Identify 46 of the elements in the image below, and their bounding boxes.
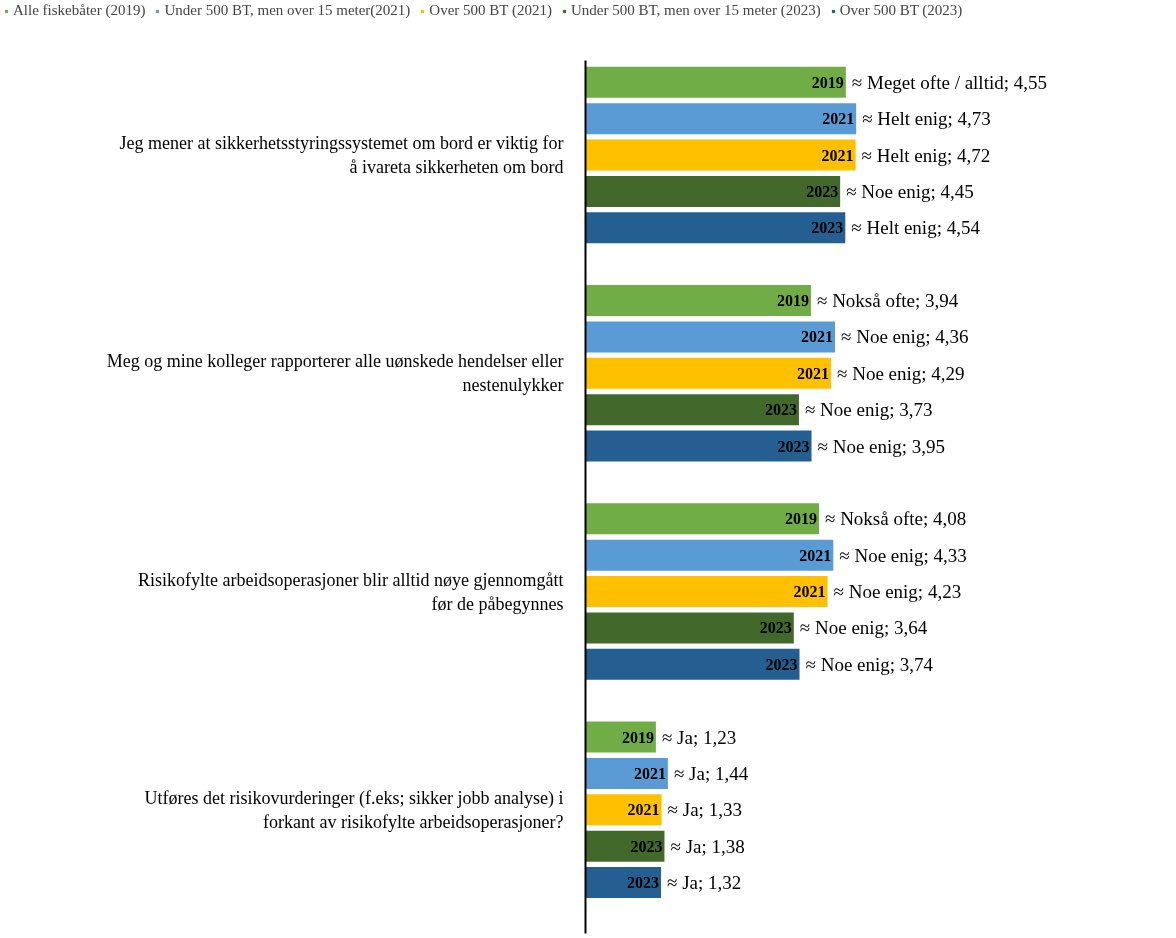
bar <box>585 648 800 680</box>
bar <box>585 321 835 353</box>
bar <box>585 757 668 789</box>
data-label: 2021 ≈ Noe enig; 4,29 <box>796 362 965 384</box>
data-label: 2019 ≈ Nokså ofte; 3,94 <box>776 290 959 312</box>
data-label: 2019 ≈ Ja; 1,23 <box>621 726 737 748</box>
y-tick-label: Utføres det risikovurderinger (f.eks; sikker jobb analyse) i forkant av risikofylte arbeidsoperasjoner? <box>144 787 564 832</box>
legend-label: Under 500 BT, men over 15 meter(2021) <box>164 2 411 19</box>
data-label: 2021 ≈ Noe enig; 4,33 <box>799 544 967 566</box>
data-label: 2019 ≈ Nokså ofte; 4,08 <box>784 508 967 530</box>
legend-label: Alle fiskebåter (2019) <box>13 2 146 19</box>
bar <box>585 212 846 244</box>
data-label: 2019 ≈ Meget ofte / alltid; 4,55 <box>811 71 1047 93</box>
legend-label: Over 500 BT (2023) <box>839 2 963 19</box>
bar <box>585 794 662 826</box>
data-label: 2023 ≈ Noe enig; 3,74 <box>765 653 934 675</box>
y-tick-label: Jeg mener at sikkerhetsstyringssystemet om bord er viktig for å ivareta sikkerheten om bord <box>119 133 564 178</box>
data-label: 2023 ≈ Ja; 1,38 <box>630 835 745 857</box>
legend-label: Under 500 BT, men over 15 meter (2023) <box>570 2 821 19</box>
bar <box>585 394 799 426</box>
bar <box>585 357 831 389</box>
data-label: 2023 ≈ Noe enig; 4,45 <box>806 180 974 202</box>
data-label: 2021 ≈ Helt enig; 4,72 <box>821 144 991 166</box>
bar <box>585 612 794 644</box>
bar <box>585 103 857 135</box>
bar <box>585 503 819 535</box>
y-tick-label: Meg og mine kolleger rapporterer alle uønskede hendelser eller nestenulykker <box>106 351 564 396</box>
bar <box>585 66 846 98</box>
y-tick-label: Risikofylte arbeidsoperasjoner blir alltid nøye gjennomgått før de påbegynnes <box>138 569 564 614</box>
data-label: 2021 ≈ Helt enig; 4,73 <box>822 108 991 130</box>
data-label: 2023 ≈ Ja; 1,32 <box>627 872 742 894</box>
data-label: 2021 ≈ Noe enig; 4,23 <box>793 581 962 603</box>
bar <box>585 576 828 608</box>
bar <box>585 139 856 171</box>
data-label: 2023 ≈ Noe enig; 3,64 <box>759 617 928 639</box>
data-label: 2023 ≈ Noe enig; 3,95 <box>777 435 946 457</box>
data-label: 2023 ≈ Helt enig; 4,54 <box>811 217 981 239</box>
legend-label: Over 500 BT (2021) <box>429 2 552 19</box>
data-label: 2021 ≈ Ja; 1,44 <box>633 762 749 784</box>
bar <box>585 175 841 207</box>
bar <box>585 539 834 571</box>
data-label: 2023 ≈ Noe enig; 3,73 <box>764 399 933 421</box>
data-label: 2021 ≈ Noe enig; 4,36 <box>801 326 969 348</box>
bar <box>585 285 811 317</box>
data-label: 2021 ≈ Ja; 1,33 <box>627 799 742 821</box>
bar <box>585 430 812 462</box>
